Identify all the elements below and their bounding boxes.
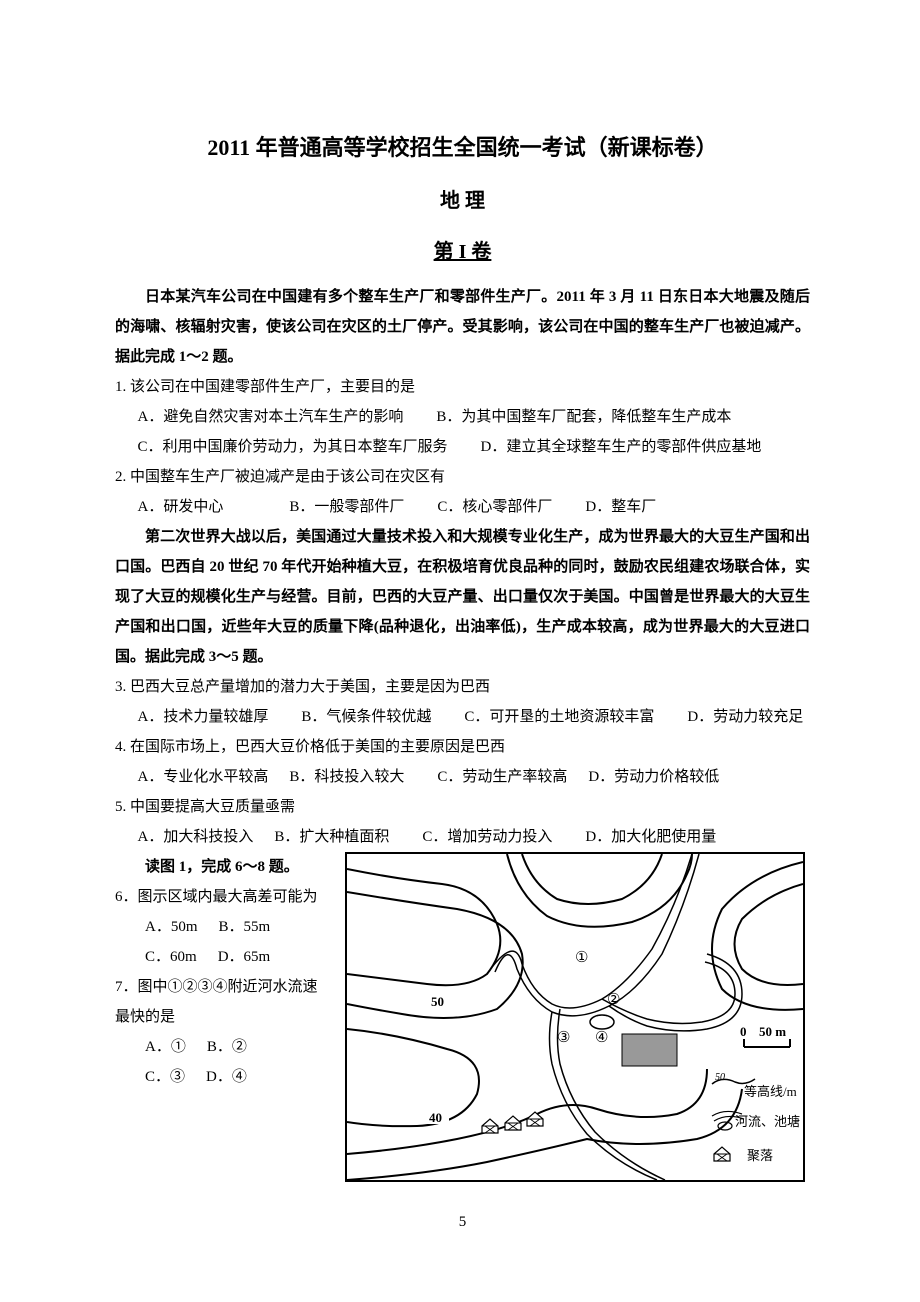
q3-optB: B．气候条件较优越 (301, 709, 431, 725)
q1-options-line1: A．避免自然灾害对本土汽车生产的影响 B．为其中国整车厂配套，降低整车生产成本 (115, 402, 810, 432)
scale-bar: 0 50 m (740, 1024, 790, 1047)
settlement-area (622, 1034, 677, 1066)
q2-optC: C．核心零部件厂 (437, 499, 552, 515)
pond (590, 1015, 614, 1029)
q5-stem: 5. 中国要提高大豆质量亟需 (115, 792, 810, 822)
point-4: ④ (595, 1030, 608, 1046)
q7-options-line2: C．③ D．④ (115, 1062, 335, 1092)
q3-options: A．技术力量较雄厚 B．气候条件较优越 C．可开垦的土地资源较丰富 D．劳动力较充足 (115, 702, 810, 732)
contour-line (712, 862, 803, 1010)
legend-river-label: 河流、池塘 (735, 1114, 800, 1129)
contour-line (735, 884, 804, 985)
contour-line (347, 1029, 479, 1126)
legend-settlement-label: 聚落 (747, 1148, 773, 1163)
contour-line (347, 1069, 707, 1154)
topographic-map: 50 40 (345, 852, 805, 1182)
q7-optA: A．① (145, 1039, 186, 1055)
q7-options-line1: A．① B．② (115, 1032, 335, 1062)
contour-line (347, 1089, 742, 1180)
settlement-icons (482, 1112, 543, 1133)
q6-optD: D．65m (218, 949, 271, 965)
legend-contour-value: 50 (715, 1072, 725, 1083)
q6-optA: A．50m (145, 919, 198, 935)
exam-title: 2011 年普通高等学校招生全国统一考试（新课标卷） (115, 130, 810, 162)
q3-optC: C．可开垦的土地资源较丰富 (464, 709, 654, 725)
contour-line (347, 869, 500, 985)
contour-line (507, 854, 692, 927)
q5-optA: A．加大科技投入 (138, 829, 254, 845)
q1-optA: A．避免自然灾害对本土汽车生产的影响 (138, 409, 404, 425)
point-1: ① (575, 950, 588, 966)
q3-stem: 3. 巴西大豆总产量增加的潜力大于美国，主要是因为巴西 (115, 672, 810, 702)
section-header: 第 I 卷 (115, 235, 810, 264)
legend-contour-label: 等高线/m (744, 1084, 797, 1099)
q4-stem: 4. 在国际市场上，巴西大豆价格低于美国的主要原因是巴西 (115, 732, 810, 762)
q1-optD: D．建立其全球整车生产的零部件供应基地 (481, 439, 762, 455)
q2-optB: B．一般零部件厂 (289, 499, 404, 515)
q5-optC: C．增加劳动力投入 (422, 829, 552, 845)
q4-optA: A．专业化水平较高 (138, 769, 269, 785)
q7-stem-line2: 最快的是 (115, 1002, 335, 1032)
point-3: ③ (557, 1030, 570, 1046)
contour-label: 40 (429, 1110, 442, 1125)
q2-optD: D．整车厂 (585, 499, 656, 515)
passage-1: 日本某汽车公司在中国建有多个整车生产厂和零部件生产厂。2011 年 3 月 11… (115, 282, 810, 372)
subject-title: 地 理 (115, 184, 810, 213)
q5-optD: D．加大化肥使用量 (585, 829, 716, 845)
q6-optB: B．55m (219, 919, 271, 935)
q3-optA: A．技术力量较雄厚 (138, 709, 269, 725)
scale-label: 50 m (759, 1024, 786, 1039)
q7-optB: B．② (207, 1039, 247, 1055)
scale-zero: 0 (740, 1024, 747, 1039)
q6-stem: 6．图示区域内最大高差可能为 (115, 882, 335, 912)
q2-options: A．研发中心 B．一般零部件厂 C．核心零部件厂 D．整车厂 (115, 492, 810, 522)
q7-stem-line1: 7．图中①②③④附近河水流速 (115, 972, 335, 1002)
q6-options-line1: A．50m B．55m (115, 912, 335, 942)
q6-options-line2: C．60m D．65m (115, 942, 335, 972)
q1-optB: B．为其中国整车厂配套，降低整车生产成本 (436, 409, 731, 425)
legend: 50 等高线/m 河流、池塘 聚落 (712, 1072, 800, 1163)
q7-optD: D．④ (206, 1069, 247, 1085)
q1-options-line2: C．利用中国廉价劳动力，为其日本整车厂服务 D．建立其全球整车生产的零部件供应基地 (115, 432, 810, 462)
q1-stem: 1. 该公司在中国建零部件生产厂，主要目的是 (115, 372, 810, 402)
q4-optB: B．科技投入较大 (289, 769, 404, 785)
q2-stem: 2. 中国整车生产厂被迫减产是由于该公司在灾区有 (115, 462, 810, 492)
q4-optC: C．劳动生产率较高 (437, 769, 567, 785)
q7-optC: C．③ (145, 1069, 185, 1085)
q6-optC: C．60m (145, 949, 197, 965)
river-line (495, 854, 699, 1016)
q4-optD: D．劳动力价格较低 (588, 769, 719, 785)
page-number: 5 (115, 1214, 810, 1231)
point-2: ② (607, 992, 620, 1008)
q5-options: A．加大科技投入 B．扩大种植面积 C．增加劳动力投入 D．加大化肥使用量 (115, 822, 810, 852)
q3-optD: D．劳动力较充足 (687, 709, 803, 725)
map-svg: 50 40 (347, 854, 803, 1180)
q5-optB: B．扩大种植面积 (274, 829, 389, 845)
q4-options: A．专业化水平较高 B．科技投入较大 C．劳动生产率较高 D．劳动力价格较低 (115, 762, 810, 792)
q1-optC: C．利用中国廉价劳动力，为其日本整车厂服务 (138, 439, 448, 455)
passage-2: 第二次世界大战以后，美国通过大量技术投入和大规模专业化生产，成为世界最大的大豆生… (115, 522, 810, 672)
q2-optA: A．研发中心 (138, 499, 224, 515)
contour-label: 50 (431, 994, 444, 1009)
figure-instruction: 读图 1，完成 6～8 题。 (115, 852, 335, 882)
contour-line (522, 854, 662, 904)
